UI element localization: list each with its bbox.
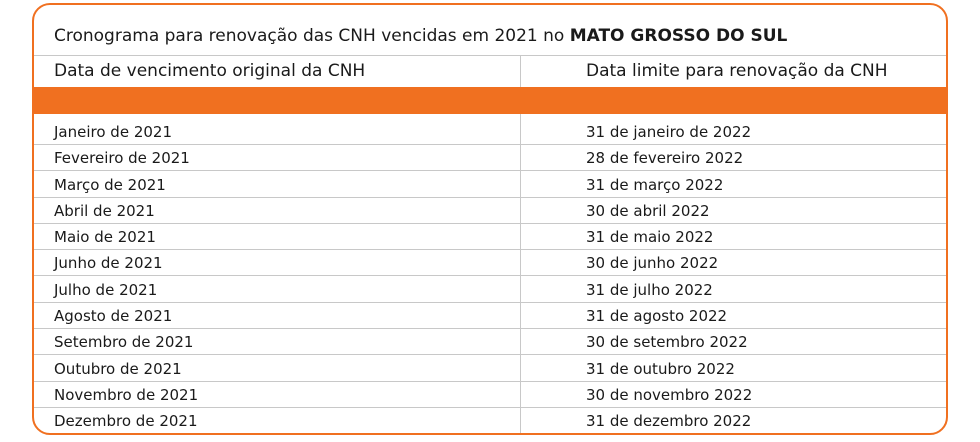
column-divider-body — [520, 114, 521, 433]
cell-original-expiry: Janeiro de 2021 — [54, 123, 172, 141]
cell-renewal-deadline: 30 de abril 2022 — [586, 201, 710, 220]
cell-renewal-deadline: 31 de março 2022 — [586, 175, 724, 194]
cell-renewal-deadline: 31 de dezembro 2022 — [586, 412, 752, 431]
cell-original-expiry: Dezembro de 2021 — [54, 412, 198, 431]
table-row: Agosto de 2021 31 de agosto 2022 — [34, 303, 946, 330]
table-title: Cronograma para renovação das CNH vencid… — [54, 25, 787, 47]
table-title-state: MATO GROSSO DO SUL — [569, 26, 788, 46]
table-row: Maio de 2021 31 de maio 2022 — [34, 224, 946, 251]
cell-renewal-deadline: 30 de setembro 2022 — [586, 333, 748, 352]
cell-renewal-deadline: 30 de novembro 2022 — [586, 385, 753, 404]
table-row: Abril de 2021 30 de abril 2022 — [34, 198, 946, 224]
cell-renewal-deadline: 31 de agosto 2022 — [586, 307, 728, 326]
cell-original-expiry: Setembro de 2021 — [54, 333, 194, 352]
table-header-row: Data de vencimento original da CNH Data … — [34, 55, 946, 87]
table-row: Setembro de 2021 30 de setembro 2022 — [34, 329, 946, 356]
column-divider-header — [520, 55, 521, 87]
cell-original-expiry: Outubro de 2021 — [54, 359, 182, 378]
table-row: Dezembro de 2021 31 de dezembro 2022 — [34, 408, 946, 433]
cell-original-expiry: Julho de 2021 — [54, 280, 158, 299]
cell-renewal-deadline: 31 de julho 2022 — [586, 280, 713, 299]
header-original-expiry: Data de vencimento original da CNH — [54, 61, 366, 81]
header-accent-bar — [34, 87, 946, 114]
cell-renewal-deadline: 31 de janeiro de 2022 — [586, 123, 752, 141]
cell-original-expiry: Fevereiro de 2021 — [54, 149, 190, 168]
cell-renewal-deadline: 31 de maio 2022 — [586, 228, 714, 247]
cell-renewal-deadline: 31 de outubro 2022 — [586, 359, 735, 378]
table-row: Junho de 2021 30 de junho 2022 — [34, 250, 946, 277]
cell-renewal-deadline: 28 de fevereiro 2022 — [586, 149, 744, 168]
table-row: Novembro de 2021 30 de novembro 2022 — [34, 382, 946, 408]
cell-renewal-deadline: 30 de junho 2022 — [586, 254, 719, 273]
table-row: Março de 2021 31 de março 2022 — [34, 171, 946, 198]
table-row: Outubro de 2021 31 de outubro 2022 — [34, 355, 946, 382]
cell-original-expiry: Novembro de 2021 — [54, 385, 199, 404]
cell-original-expiry: Agosto de 2021 — [54, 307, 173, 326]
table-row: Julho de 2021 31 de julho 2022 — [34, 276, 946, 303]
table-row: Janeiro de 2021 31 de janeiro de 2022 — [34, 114, 946, 145]
table-body: Janeiro de 2021 31 de janeiro de 2022 Fe… — [34, 114, 946, 433]
cell-original-expiry: Junho de 2021 — [54, 254, 163, 273]
table-row: Fevereiro de 2021 28 de fevereiro 2022 — [34, 145, 946, 172]
schedule-table-frame: Cronograma para renovação das CNH vencid… — [32, 3, 948, 435]
cell-original-expiry: Março de 2021 — [54, 175, 166, 194]
cell-original-expiry: Abril de 2021 — [54, 201, 155, 220]
cell-original-expiry: Maio de 2021 — [54, 228, 156, 247]
header-renewal-deadline: Data limite para renovação da CNH — [586, 61, 888, 81]
table-title-text: Cronograma para renovação das CNH vencid… — [54, 26, 570, 46]
